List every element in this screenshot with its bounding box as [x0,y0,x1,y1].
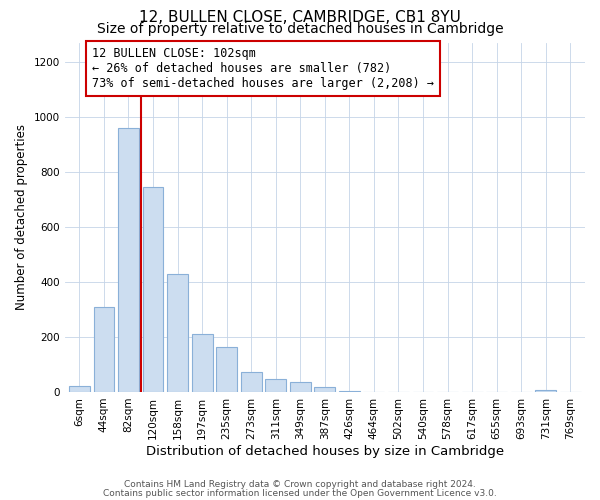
Y-axis label: Number of detached properties: Number of detached properties [15,124,28,310]
Bar [94,306,115,392]
Text: Size of property relative to detached houses in Cambridge: Size of property relative to detached ho… [97,22,503,36]
Bar [69,386,90,392]
Bar [314,387,335,392]
Bar [339,390,360,392]
Bar [290,382,311,392]
Bar [118,128,139,392]
Bar [143,187,163,392]
Text: Contains public sector information licensed under the Open Government Licence v3: Contains public sector information licen… [103,488,497,498]
Bar [216,347,237,392]
Text: 12 BULLEN CLOSE: 102sqm
← 26% of detached houses are smaller (782)
73% of semi-d: 12 BULLEN CLOSE: 102sqm ← 26% of detache… [92,46,434,90]
Text: 12, BULLEN CLOSE, CAMBRIDGE, CB1 8YU: 12, BULLEN CLOSE, CAMBRIDGE, CB1 8YU [139,10,461,25]
Bar [241,372,262,392]
Bar [191,334,212,392]
Bar [265,379,286,392]
Bar [167,274,188,392]
Text: Contains HM Land Registry data © Crown copyright and database right 2024.: Contains HM Land Registry data © Crown c… [124,480,476,489]
X-axis label: Distribution of detached houses by size in Cambridge: Distribution of detached houses by size … [146,444,504,458]
Bar [535,390,556,392]
